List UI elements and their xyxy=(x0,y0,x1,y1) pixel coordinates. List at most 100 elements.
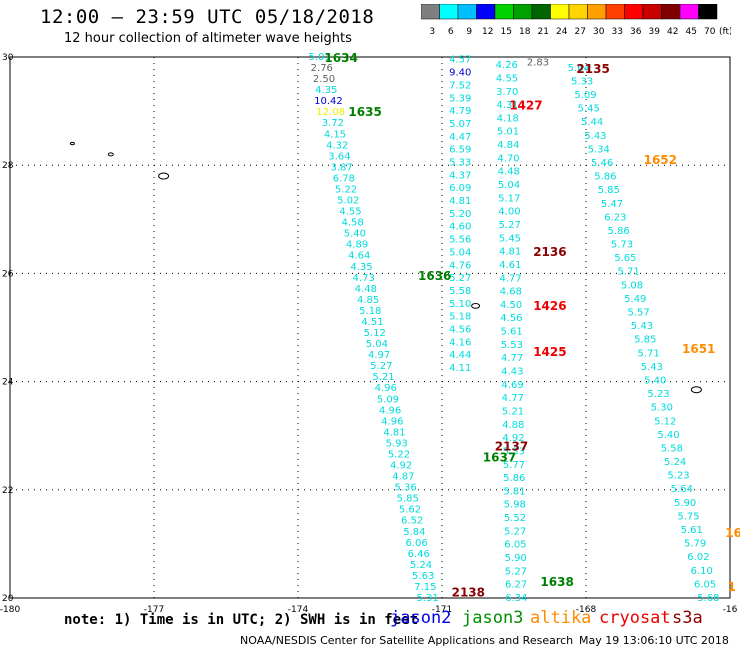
wave-height-value: 5.81 xyxy=(503,486,525,497)
wave-height-value: 5.71 xyxy=(637,348,659,359)
wave-height-value: 5.30 xyxy=(651,403,673,414)
wave-height-value: 5.46 xyxy=(591,158,613,169)
y-tick-label: 30 xyxy=(2,53,14,63)
wave-height-value: 4.70 xyxy=(497,153,519,164)
wave-height-value: 4.48 xyxy=(498,167,520,178)
wave-height-value: 5.33 xyxy=(503,446,525,457)
pass-time-label: 1 xyxy=(728,580,736,594)
wave-height-value: 4.35 xyxy=(315,85,337,96)
wave-height-value: 5.04 xyxy=(449,247,471,258)
wave-height-value: 6.10 xyxy=(691,566,713,577)
wave-height-value: 4.56 xyxy=(449,325,471,336)
wave-height-value: 5.04 xyxy=(366,339,388,350)
wave-height-value: 4.81 xyxy=(499,247,521,258)
wave-height-value: 4.57 xyxy=(449,55,471,66)
wave-height-value: 5.64 xyxy=(671,484,693,495)
colorbar-tick-label: 12 xyxy=(482,27,493,37)
wave-height-value: 4.77 xyxy=(502,393,524,404)
wave-height-value: 5.27 xyxy=(499,220,521,231)
wave-height-value: 5.86 xyxy=(594,172,616,183)
colorbar-unit: (ft) xyxy=(719,27,731,37)
wave-height-value: 5.84 xyxy=(403,527,425,538)
wave-height-value: 4.77 xyxy=(501,353,523,364)
wave-height-value: 5.62 xyxy=(399,505,421,516)
wave-height-value: 6.34 xyxy=(505,593,527,604)
colorbar-tick-label: 30 xyxy=(593,27,605,37)
wave-height-value: 5.23 xyxy=(647,389,669,400)
pass-time-label: 1426 xyxy=(533,299,566,313)
wave-height-value: 5.63 xyxy=(412,571,434,582)
wave-height-value: 4.47 xyxy=(449,132,471,143)
wave-height-value: 4.89 xyxy=(346,240,368,251)
wave-height-value: 6.05 xyxy=(504,540,526,551)
satellite-jason3-label: jason3 xyxy=(462,608,524,628)
wave-height-value: 5.85 xyxy=(634,335,656,346)
wave-height-value: 5.75 xyxy=(677,511,699,522)
wave-height-value: 6.23 xyxy=(604,212,626,223)
wave-height-value: 3.64 xyxy=(328,151,350,162)
wave-height-value: 5.47 xyxy=(601,199,623,210)
wave-height-value: 5.09 xyxy=(574,90,596,101)
wave-height-value: 6.78 xyxy=(333,173,355,184)
colorbar-tick-label: 18 xyxy=(519,27,531,37)
island-outline xyxy=(471,302,481,309)
y-tick-label: 28 xyxy=(2,161,14,171)
wave-height-value: 5.10 xyxy=(449,299,471,310)
footer-timestamp: May 19 13:06:10 UTC 2018 xyxy=(579,634,729,647)
wave-height-value: 5.24 xyxy=(410,560,432,571)
wave-height-value: 5.49 xyxy=(624,294,646,305)
wave-height-value: 4.26 xyxy=(496,60,518,71)
pass-time-label: 2138 xyxy=(452,586,485,600)
wave-height-value: 3.87 xyxy=(331,162,353,173)
colorbar-tick-label: 33 xyxy=(612,27,623,37)
pass-time-label: 2135 xyxy=(576,62,609,76)
wave-height-value: 5.43 xyxy=(641,362,663,373)
wave-height-value: 2.76 xyxy=(311,63,333,74)
wave-height-value: 5.86 xyxy=(608,226,630,237)
wave-height-value: 4.96 xyxy=(381,416,403,427)
satellite-altika-label: altika xyxy=(530,608,592,628)
wave-height-value: 5.52 xyxy=(504,513,526,524)
pass-time-label: 1637 xyxy=(483,450,516,464)
wave-height-value: 5.40 xyxy=(344,229,366,240)
page-title: 12:00 – 23:59 UTC 05/18/2018 xyxy=(40,6,375,28)
colorbar-tick-label: 21 xyxy=(538,27,549,37)
colorbar-tick-label: 3 xyxy=(429,27,435,37)
wave-height-value: 5.27 xyxy=(504,526,526,537)
wave-height-value: 5.20 xyxy=(449,209,471,220)
wave-height-value: 5.04 xyxy=(498,180,520,191)
wave-height-value: 5.71 xyxy=(618,267,640,278)
wave-height-value: 5.64 xyxy=(568,63,590,74)
wave-height-value: 4.31 xyxy=(496,100,518,111)
wave-height-value: 4.43 xyxy=(501,367,523,378)
wave-height-value: 5.45 xyxy=(578,104,600,115)
wave-height-value: 5.27 xyxy=(370,361,392,372)
wave-height-value: 6.09 xyxy=(449,183,471,194)
wave-height-value: 4.51 xyxy=(361,317,383,328)
wave-height-value: 4.81 xyxy=(383,427,405,438)
wave-height-value: 7.52 xyxy=(449,80,471,91)
wave-height-value: 4.96 xyxy=(379,405,401,416)
wave-height-value: 4.87 xyxy=(392,472,414,483)
wave-height-value: 2.83 xyxy=(527,57,549,68)
wave-height-value: 5.61 xyxy=(500,327,522,338)
wave-height-value: 4.44 xyxy=(449,350,471,361)
colorbar-tick-label: 24 xyxy=(556,27,568,37)
x-tick-label: -171 xyxy=(432,605,452,615)
pass-time-label: 2136 xyxy=(533,245,566,259)
wave-height-value: 6.05 xyxy=(694,579,716,590)
wave-height-value: 5.27 xyxy=(449,273,471,284)
wave-height-value: 5.21 xyxy=(372,372,394,383)
wave-height-value: 4.58 xyxy=(342,218,364,229)
y-tick-label: 26 xyxy=(2,269,14,279)
wave-height-value: 4.92 xyxy=(390,461,412,472)
wave-height-value: 5.39 xyxy=(449,93,471,104)
y-tick-label: 20 xyxy=(2,594,14,604)
wave-height-value: 12.08 xyxy=(316,107,345,118)
wave-height-value: 5.43 xyxy=(584,131,606,142)
wave-height-value: 5.61 xyxy=(681,525,703,536)
wave-height-value: 4.55 xyxy=(339,207,361,218)
colorbar-tick-label: 36 xyxy=(630,27,642,37)
island-outline xyxy=(69,141,75,146)
